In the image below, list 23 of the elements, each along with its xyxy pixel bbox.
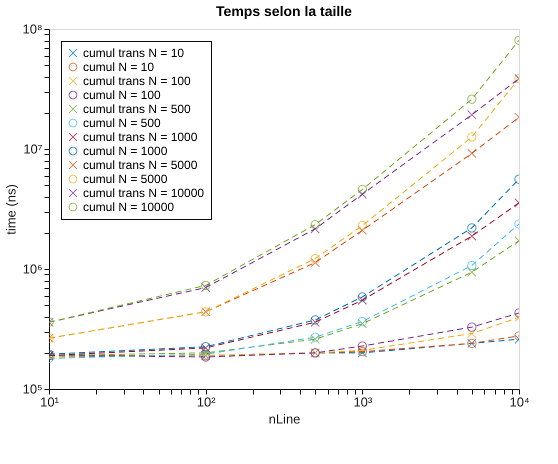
x-tick-label: 10⁴ — [509, 394, 530, 410]
y-tick-label: 10⁸ — [22, 22, 42, 36]
legend-label: cumul N = 500 — [83, 116, 162, 130]
legend-label: cumul N = 10000 — [83, 200, 174, 214]
y-tick-label: 10⁵ — [22, 382, 42, 396]
y-axis-title: time (ns) — [4, 184, 19, 235]
x-tick-label: 10² — [196, 394, 216, 410]
legend-label: cumul trans N = 1000 — [83, 130, 198, 144]
legend-label: cumul N = 5000 — [83, 172, 168, 186]
legend-label: cumul trans N = 100 — [83, 74, 192, 88]
legend-label: cumul N = 100 — [83, 88, 162, 102]
legend-label: cumul trans N = 500 — [83, 102, 192, 116]
y-tick-label: 10⁶ — [22, 262, 42, 276]
x-tick-label: 10³ — [353, 394, 373, 410]
y-tick-label: 10⁷ — [23, 142, 43, 156]
chart-title: Temps selon la taille — [216, 3, 352, 19]
legend-label: cumul N = 10 — [83, 60, 154, 74]
legend-label: cumul N = 1000 — [83, 144, 168, 158]
legend-label: cumul trans N = 5000 — [83, 158, 198, 172]
x-tick-label: 10¹ — [40, 394, 60, 410]
x-axis-title: nLine — [268, 412, 300, 426]
legend-label: cumul trans N = 10000 — [83, 186, 204, 200]
legend-label: cumul trans N = 10 — [83, 46, 184, 60]
